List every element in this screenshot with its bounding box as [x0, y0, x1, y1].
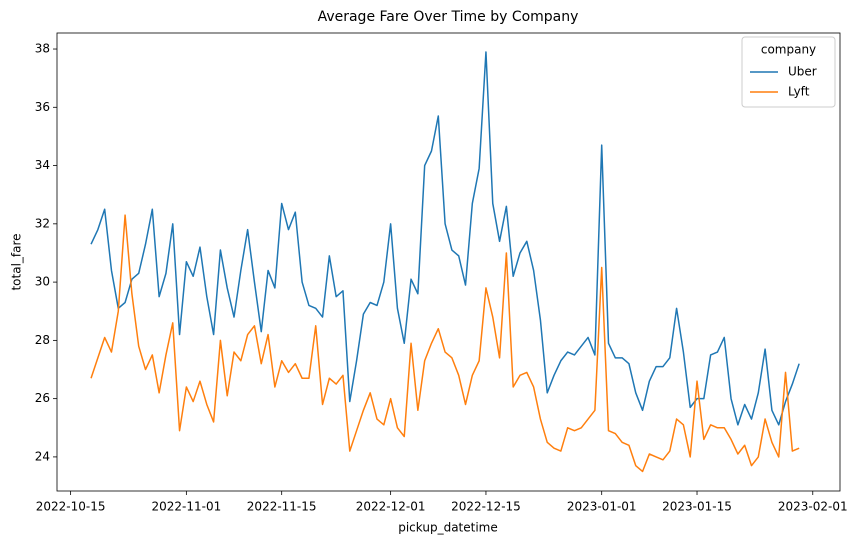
- x-tick-label: 2023-02-01: [778, 500, 848, 514]
- y-tick-label: 26: [35, 391, 50, 405]
- legend-label: Lyft: [788, 85, 810, 99]
- legend-title: company: [761, 43, 816, 57]
- y-tick-label: 38: [35, 42, 50, 56]
- x-tick-label: 2023-01-01: [567, 500, 637, 514]
- plot-frame: [56, 32, 841, 492]
- series-line: [90, 214, 800, 473]
- x-tick-label: 2022-12-01: [356, 500, 426, 514]
- y-tick-label: 32: [35, 216, 50, 230]
- y-tick-label: 28: [35, 333, 50, 347]
- x-tick-label: 2022-10-15: [36, 500, 106, 514]
- legend-box: [741, 36, 836, 108]
- y-axis-label: total_fare: [10, 233, 24, 290]
- x-tick-label: 2023-01-15: [662, 500, 732, 514]
- series-line: [90, 51, 800, 426]
- legend-label: Uber: [788, 65, 817, 79]
- chart-title: Average Fare Over Time by Company: [318, 9, 579, 25]
- y-tick-label: 36: [35, 100, 50, 114]
- y-tick-label: 34: [35, 158, 50, 172]
- x-tick-label: 2022-12-15: [451, 500, 521, 514]
- y-tick-label: 30: [35, 275, 50, 289]
- x-tick-label: 2022-11-01: [151, 500, 221, 514]
- x-tick-label: 2022-11-15: [247, 500, 317, 514]
- y-tick-label: 24: [35, 449, 50, 463]
- x-axis-label: pickup_datetime: [398, 521, 498, 535]
